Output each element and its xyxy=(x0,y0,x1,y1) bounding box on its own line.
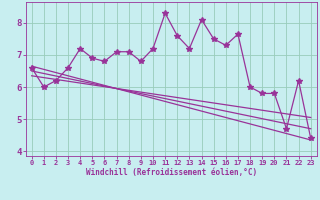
X-axis label: Windchill (Refroidissement éolien,°C): Windchill (Refroidissement éolien,°C) xyxy=(86,168,257,177)
